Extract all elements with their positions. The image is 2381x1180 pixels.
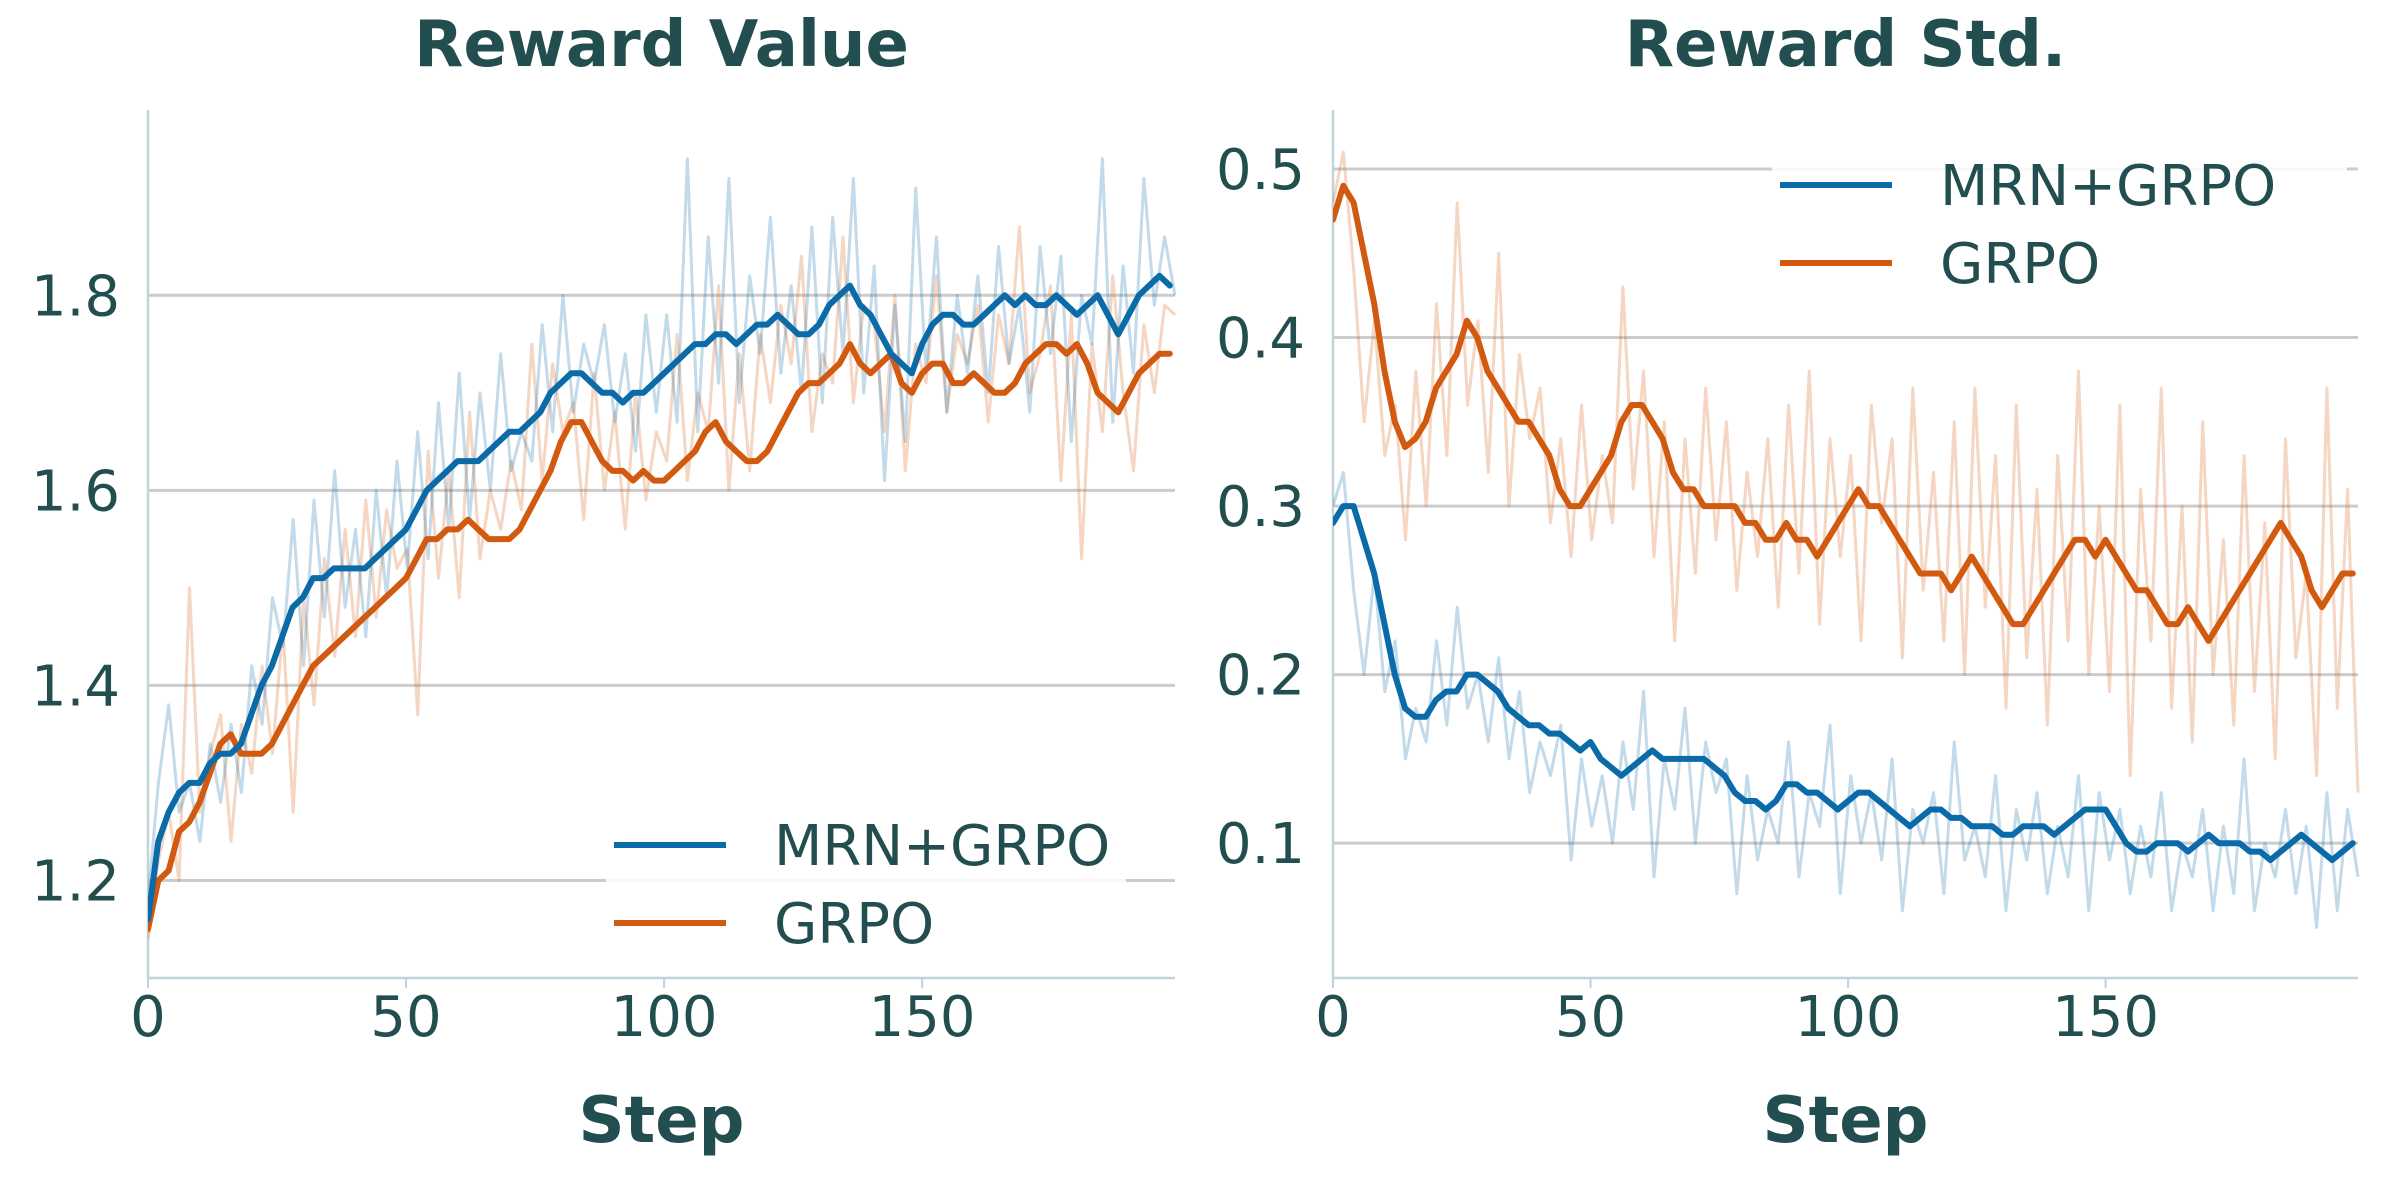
series-line-grpo	[148, 341, 1173, 933]
y-tick-label: 0.3	[1216, 475, 1305, 540]
legend-label: MRN+GRPO	[1940, 154, 2276, 219]
series-line-mrn-grpo	[148, 272, 1173, 923]
chart-panel-2: Reward Std. 0.1 0.2 0.3 0.4 0.5 0 50 100 150 Step M…	[1216, 8, 2360, 1158]
x-tick-label: 100	[611, 985, 718, 1050]
x-tick-label: 0	[1315, 985, 1351, 1050]
series-line-grpo	[1333, 182, 2356, 644]
x-tick-label: 0	[130, 985, 166, 1050]
x-tick-label: 150	[2052, 985, 2159, 1050]
raw-line-mrn-grpo	[148, 157, 1177, 901]
y-tick-label: 0.4	[1216, 307, 1305, 372]
series-line-mrn-grpo	[1333, 503, 2356, 863]
legend-label: GRPO	[1940, 232, 2100, 297]
x-tick-label: 150	[869, 985, 976, 1050]
x-axis-label: Step	[579, 1084, 745, 1158]
x-tick-label: 50	[370, 985, 441, 1050]
x-tick-label: 50	[1555, 985, 1626, 1050]
y-tick-label: 1.6	[31, 459, 120, 524]
y-tick-label: 0.2	[1216, 644, 1305, 709]
chart-panel-1: Reward Value 1.2 1.4 1.6 1.8 0 50 100 150 Step MRN…	[31, 8, 1177, 1158]
x-tick-label: 100	[1795, 985, 1902, 1050]
legend-label: GRPO	[774, 892, 934, 957]
y-tick-label: 0.1	[1216, 812, 1305, 877]
plot-area	[1333, 150, 2360, 929]
x-axis-label: Step	[1763, 1084, 1929, 1158]
chart-title: Reward Std.	[1625, 8, 2066, 82]
chart-title: Reward Value	[414, 8, 909, 82]
plot-area	[148, 157, 1177, 940]
legend-label: MRN+GRPO	[774, 814, 1110, 879]
legend: MRN+GRPO GRPO	[1772, 145, 2347, 297]
y-tick-label: 0.5	[1216, 138, 1305, 203]
y-tick-label: 1.2	[31, 849, 120, 914]
raw-line-grpo	[148, 225, 1177, 940]
y-tick-label: 1.8	[31, 264, 120, 329]
raw-line-mrn-grpo	[1333, 470, 2360, 929]
y-tick-label: 1.4	[31, 654, 120, 719]
legend: MRN+GRPO GRPO	[606, 805, 1126, 957]
